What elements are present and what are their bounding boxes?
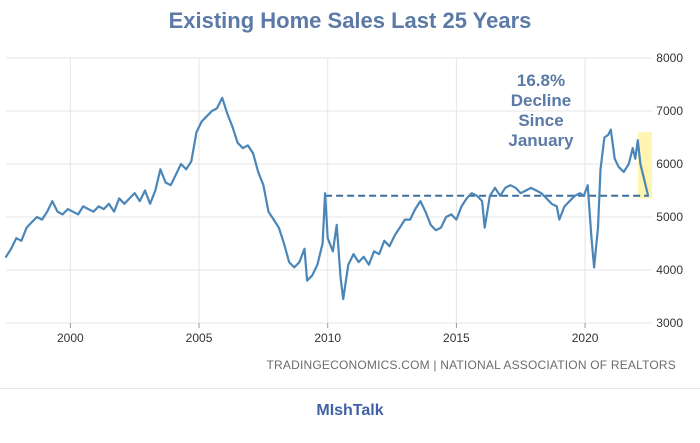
y-tick-label: 5000 [656,210,683,224]
y-tick-label: 6000 [656,157,683,171]
annotation-line: Since [518,111,563,130]
annotation-line: 16.8% [517,71,565,90]
highlight-box [637,132,652,199]
annotation-line: January [508,131,574,150]
series-layer [4,96,650,301]
source-note: TRADINGECONOMICS.COM | NATIONAL ASSOCIAT… [266,358,676,372]
footer-brand: MIshTalk [316,402,384,419]
x-tick-label: 2010 [314,331,341,345]
x-tick-label: 2020 [572,331,599,345]
annotation-line: Decline [511,91,571,110]
y-tick-label: 7000 [656,104,683,118]
x-tick-label: 2005 [186,331,213,345]
y-tick-label: 3000 [656,316,683,330]
tick-layer: 3000 4000 5000 6000 7000 8000 2000 2005 2010 2015… [57,51,683,345]
y-tick-label: 4000 [656,263,683,277]
highlight-layer [637,132,652,199]
series-line [4,96,650,301]
y-tick-label: 8000 [656,51,683,65]
chart-title: Existing Home Sales Last 25 Years [168,8,532,33]
x-tick-label: 2000 [57,331,84,345]
footer-divider [0,388,700,389]
x-tick-label: 2015 [443,331,470,345]
